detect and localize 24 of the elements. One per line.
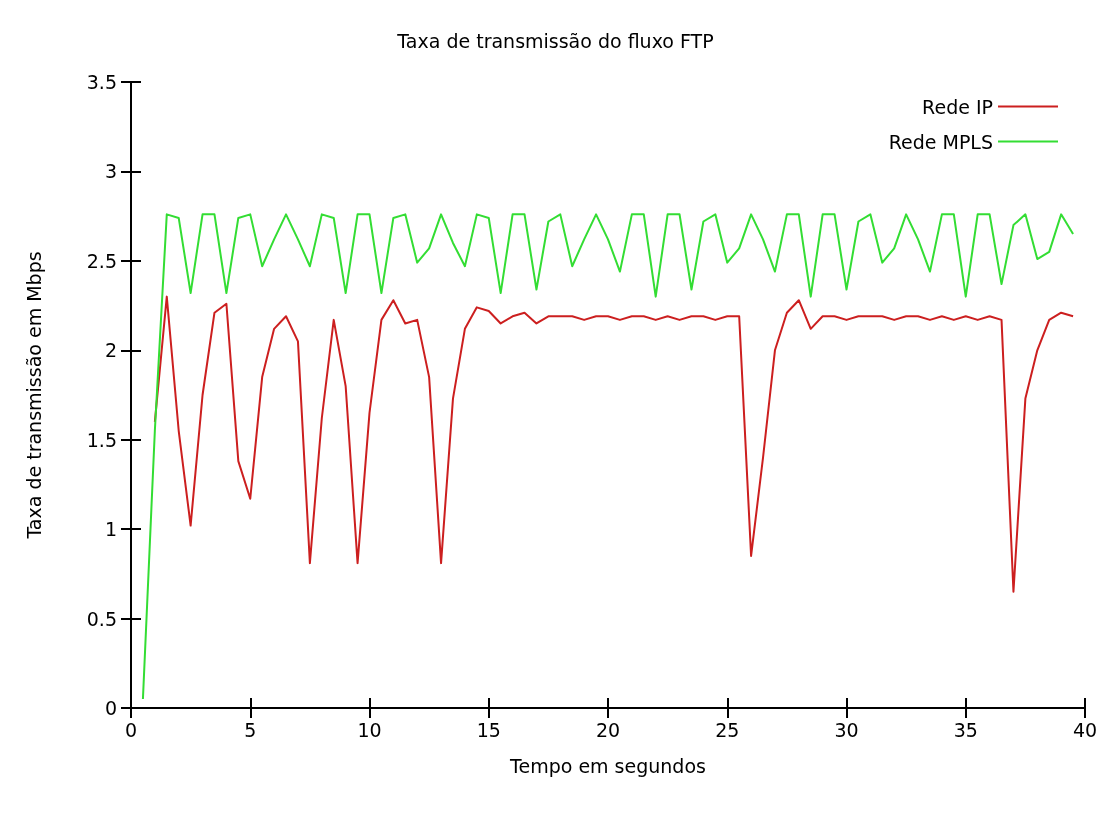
legend-label: Rede IP (922, 95, 993, 118)
x-tick-label: 5 (244, 718, 257, 741)
y-tick-label: 1 (104, 518, 117, 541)
x-tick-label: 35 (953, 718, 978, 741)
x-tick-label: 10 (357, 718, 382, 741)
y-tick-label: 0 (104, 697, 117, 719)
line-series (141, 213, 1075, 701)
x-tick-label: 25 (715, 718, 740, 741)
x-tick-label: 15 (476, 718, 501, 741)
y-tick-label: 2.5 (86, 249, 117, 272)
y-tick-label: 0.5 (86, 607, 117, 630)
y-axis-title: Taxa de transmissão em Mbps (22, 251, 45, 540)
x-tick-label: 20 (595, 718, 621, 741)
y-tick-label: 3 (104, 160, 117, 183)
legend-label: Rede MPLS (888, 130, 993, 153)
y-tick-label: 3.5 (86, 71, 117, 93)
x-tick-label: 0 (124, 718, 138, 741)
y-tick-label: 2 (104, 339, 117, 362)
x-tick-label: 30 (834, 718, 859, 741)
line-series (153, 295, 1075, 593)
x-tick-label: 40 (1072, 718, 1098, 741)
chart-title: Taxa de transmissão do fluxo FTP (396, 29, 714, 52)
y-tick-label: 1.5 (86, 428, 117, 451)
x-axis-title: Tempo em segundos (509, 754, 706, 777)
